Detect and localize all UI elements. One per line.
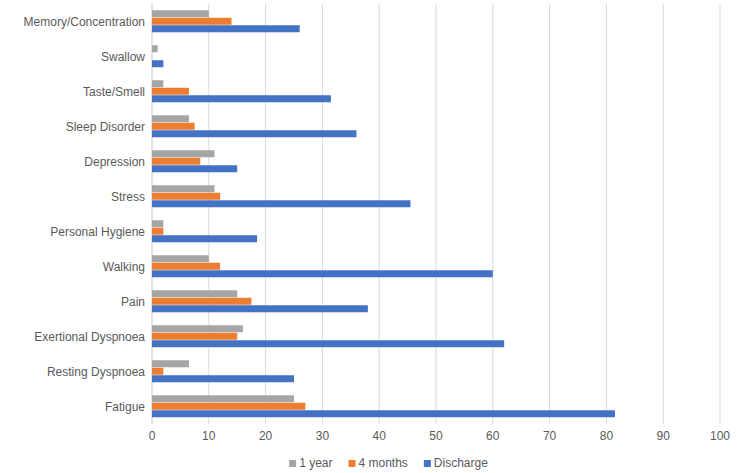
grid-line [322,4,323,424]
bar [152,375,294,382]
bar [152,270,493,277]
bar [152,403,305,410]
bar [152,255,209,262]
tick-label: 0 [149,429,156,443]
category-label: Pain [121,295,145,309]
category-label: Stress [111,190,145,204]
category-labels: Memory/Concentration Swallow Taste/Smell Sl… [24,15,146,414]
bar [152,368,163,375]
category-label: Memory/Concentration [24,15,145,29]
bar [152,165,237,172]
legend-swatch [289,460,296,467]
grid-line [208,4,209,424]
category-label: Fatigue [105,400,145,414]
grid-line [720,4,721,424]
grid [152,4,720,424]
grid-line [265,4,266,424]
bar [152,115,189,122]
tick-label: 40 [373,429,387,443]
tick-label: 30 [316,429,330,443]
tick-label: 60 [486,429,500,443]
grid-line [436,4,437,424]
bar [152,410,615,417]
bar [152,158,200,165]
tick-label: 70 [543,429,557,443]
tick-label: 50 [429,429,443,443]
bar [152,360,189,367]
bar [152,45,158,52]
bar [152,333,237,340]
bar [152,290,237,297]
bar [152,340,504,347]
bar [152,80,163,87]
grid-line [492,4,493,424]
legend-label: 1 year [299,456,332,470]
legend: 1 year 4 months Discharge [289,456,488,470]
bar [152,185,214,192]
grid-line [606,4,607,424]
bar [152,298,251,305]
tick-label: 10 [202,429,216,443]
bar [152,200,410,207]
legend-swatch [348,460,355,467]
bar [152,53,153,60]
category-label: Taste/Smell [83,85,145,99]
legend-swatch [424,460,431,467]
bar [152,18,232,25]
bar [152,25,300,32]
grid-line [379,4,380,424]
bar [152,235,257,242]
category-label: Sleep Disorder [66,120,145,134]
bar [152,263,220,270]
bar [152,88,189,95]
tick-label: 80 [600,429,614,443]
bar [152,130,356,137]
bars [152,10,615,417]
bar [152,325,243,332]
category-label: Resting Dyspnoea [47,365,145,379]
bar [152,60,163,67]
grid-line [663,4,664,424]
bar [152,150,214,157]
category-label: Personal Hygiene [50,225,145,239]
chart: 0 10 20 30 40 50 60 70 80 90 100 Memory/Concentrati… [0,0,737,473]
category-label: Depression [84,155,145,169]
tick-label: 90 [657,429,671,443]
bar [152,395,294,402]
bar [152,220,163,227]
legend-label: Discharge [434,456,488,470]
category-label: Exertional Dyspnoea [34,330,145,344]
bar [152,228,163,235]
tick-label: 20 [259,429,273,443]
legend-label: 4 months [358,456,407,470]
bar [152,193,220,200]
x-ticks: 0 10 20 30 40 50 60 70 80 90 100 [149,429,731,443]
category-label: Walking [103,260,145,274]
category-label: Swallow [101,50,145,64]
bar [152,123,195,130]
bar [152,305,368,312]
grid-line [549,4,550,424]
tick-label: 100 [710,429,730,443]
bar [152,10,209,17]
bar [152,95,331,102]
